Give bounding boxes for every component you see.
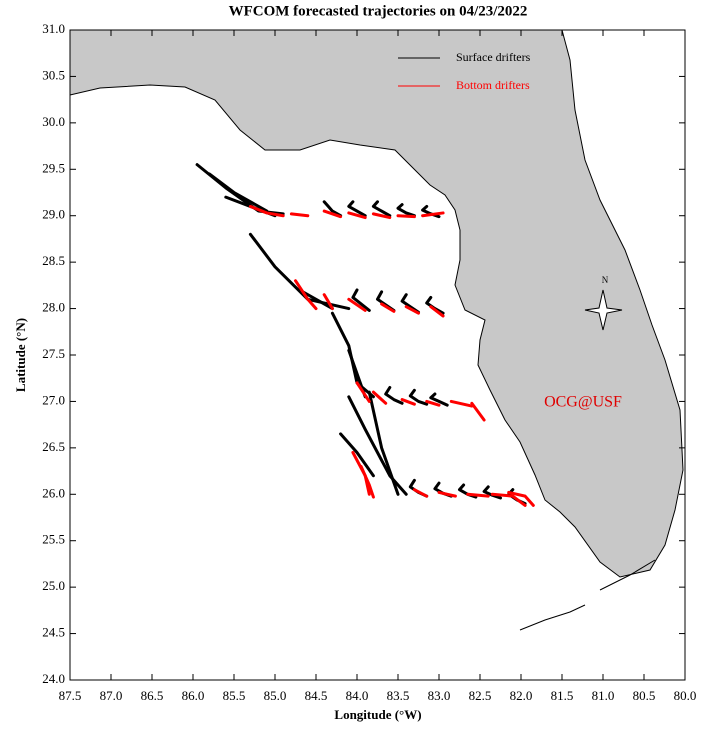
trajectory <box>421 211 445 218</box>
trajectory <box>347 200 367 218</box>
trajectory <box>412 488 429 498</box>
y-tick-label: 26.0 <box>42 485 65 500</box>
trajectory <box>347 395 408 496</box>
x-tick-label: 83.0 <box>428 688 451 703</box>
trajectory <box>339 432 375 478</box>
x-tick-label: 81.5 <box>551 688 574 703</box>
y-tick-label: 24.0 <box>42 671 65 686</box>
x-tick-label: 87.5 <box>59 688 82 703</box>
y-tick-label: 30.0 <box>42 114 65 129</box>
y-tick-label: 25.0 <box>42 578 65 593</box>
y-tick-label: 29.0 <box>42 207 65 222</box>
x-axis-label: Longitude (°W) <box>334 707 421 722</box>
trajectory <box>384 386 404 405</box>
trajectory <box>347 297 367 312</box>
x-tick-label: 80.0 <box>674 688 697 703</box>
trajectory <box>507 490 535 507</box>
trajectory <box>351 451 371 496</box>
trajectory <box>400 398 416 406</box>
trajectory <box>371 212 392 220</box>
y-tick-label: 24.5 <box>42 625 65 640</box>
y-tick-label: 27.0 <box>42 392 65 407</box>
chart-title: WFCOM forecasted trajectories on 04/23/2… <box>229 3 528 19</box>
x-tick-label: 80.5 <box>633 688 656 703</box>
y-tick-label: 29.5 <box>42 160 65 175</box>
x-tick-label: 82.5 <box>469 688 492 703</box>
trajectory <box>490 492 527 507</box>
y-tick-label: 26.5 <box>42 439 65 454</box>
x-tick-label: 85.0 <box>264 688 287 703</box>
trajectory <box>294 279 318 311</box>
trajectory <box>429 392 449 407</box>
trajectory <box>437 490 457 498</box>
trajectory <box>482 485 502 500</box>
keys <box>519 559 656 631</box>
x-tick-label: 84.5 <box>305 688 328 703</box>
trajectory <box>470 401 486 422</box>
trajectory <box>351 288 371 312</box>
trajectory <box>404 305 420 315</box>
land <box>69 29 684 578</box>
trajectory <box>289 212 310 218</box>
x-tick-label: 86.0 <box>182 688 205 703</box>
trajectory <box>425 399 441 407</box>
annotation: OCG@USF <box>544 394 622 411</box>
x-tick-label: 82.0 <box>510 688 533 703</box>
x-tick-label: 85.5 <box>223 688 246 703</box>
trajectory <box>355 381 371 403</box>
y-tick-label: 28.5 <box>42 253 65 268</box>
trajectory <box>449 399 474 408</box>
trajectory <box>347 211 367 220</box>
x-tick-label: 84.0 <box>346 688 369 703</box>
y-tick-label: 25.5 <box>42 532 65 547</box>
legend-label: Surface drifters <box>456 50 531 64</box>
trajectory <box>429 305 445 318</box>
trajectory <box>322 200 343 218</box>
trajectory <box>207 172 269 213</box>
x-tick-label: 86.5 <box>141 688 164 703</box>
trajectory <box>248 204 285 218</box>
legend-label: Bottom drifters <box>456 78 530 92</box>
y-tick-label: 27.5 <box>42 346 65 361</box>
compass-label: N <box>602 275 609 285</box>
y-tick-label: 28.0 <box>42 300 65 315</box>
y-tick-label: 30.5 <box>42 67 65 82</box>
compass-rose <box>584 289 623 331</box>
trajectory <box>322 209 343 219</box>
x-tick-label: 87.0 <box>100 688 123 703</box>
y-axis-label: Latitude (°N) <box>13 318 28 392</box>
y-tick-label: 31.0 <box>42 21 65 36</box>
compass: N <box>584 275 623 331</box>
trajectory <box>396 203 416 218</box>
trajectory <box>322 293 334 311</box>
trajectory <box>396 214 416 219</box>
trajectory <box>371 390 388 405</box>
trajectory <box>380 302 396 313</box>
trajectory <box>408 388 429 406</box>
trajectory <box>371 200 392 218</box>
trajectory <box>367 390 400 496</box>
x-tick-label: 81.0 <box>592 688 615 703</box>
x-tick-label: 83.5 <box>387 688 410 703</box>
trajectory <box>466 492 490 498</box>
